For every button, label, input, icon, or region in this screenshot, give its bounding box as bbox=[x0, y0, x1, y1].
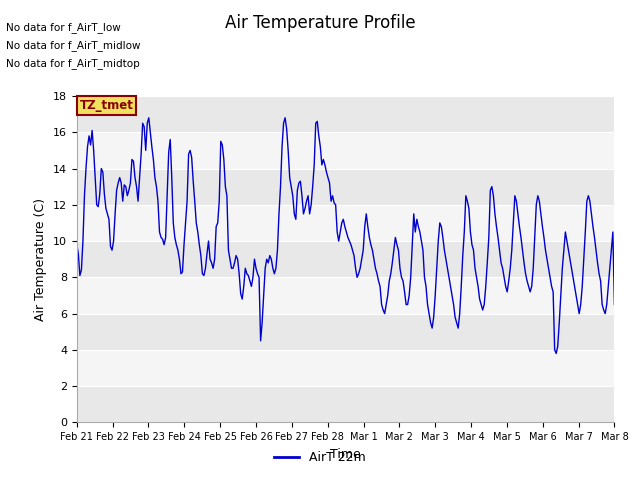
Text: No data for f_AirT_midlow: No data for f_AirT_midlow bbox=[6, 40, 141, 51]
Text: No data for f_AirT_low: No data for f_AirT_low bbox=[6, 22, 121, 33]
Legend: AirT 22m: AirT 22m bbox=[269, 446, 371, 469]
Text: Air Temperature Profile: Air Temperature Profile bbox=[225, 14, 415, 33]
X-axis label: Time: Time bbox=[330, 448, 361, 461]
Bar bbox=[77, 386, 614, 422]
Text: TZ_tmet: TZ_tmet bbox=[79, 99, 134, 112]
Bar bbox=[77, 350, 614, 386]
Bar bbox=[77, 96, 614, 132]
Bar bbox=[77, 132, 614, 168]
Bar bbox=[77, 241, 614, 277]
Text: No data for f_AirT_midtop: No data for f_AirT_midtop bbox=[6, 58, 140, 69]
Bar bbox=[77, 313, 614, 350]
Y-axis label: Air Temperature (C): Air Temperature (C) bbox=[35, 198, 47, 321]
Bar bbox=[77, 277, 614, 313]
Bar bbox=[77, 168, 614, 205]
Bar bbox=[77, 205, 614, 241]
